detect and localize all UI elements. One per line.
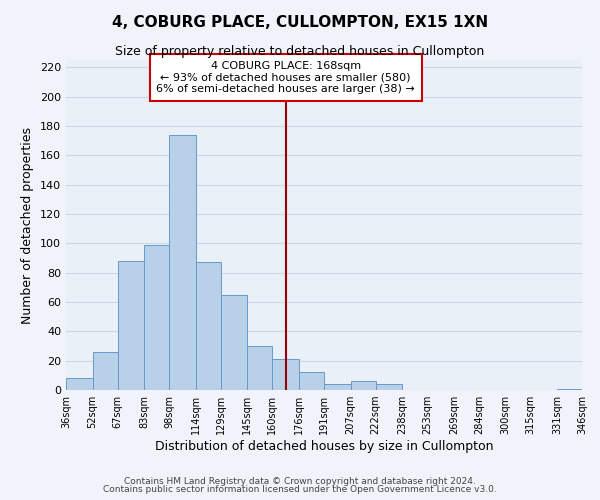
- Bar: [299, 372, 324, 390]
- Bar: [324, 384, 350, 390]
- Text: Contains public sector information licensed under the Open Government Licence v3: Contains public sector information licen…: [103, 485, 497, 494]
- Bar: [376, 384, 402, 390]
- Bar: [169, 135, 196, 390]
- Bar: [272, 359, 299, 390]
- Y-axis label: Number of detached properties: Number of detached properties: [22, 126, 34, 324]
- Bar: [221, 294, 247, 390]
- Bar: [66, 378, 92, 390]
- X-axis label: Distribution of detached houses by size in Cullompton: Distribution of detached houses by size …: [155, 440, 493, 453]
- Bar: [247, 346, 272, 390]
- Text: 4, COBURG PLACE, CULLOMPTON, EX15 1XN: 4, COBURG PLACE, CULLOMPTON, EX15 1XN: [112, 15, 488, 30]
- Bar: [350, 381, 376, 390]
- Text: Size of property relative to detached houses in Cullompton: Size of property relative to detached ho…: [115, 45, 485, 58]
- Text: 4 COBURG PLACE: 168sqm
← 93% of detached houses are smaller (580)
6% of semi-det: 4 COBURG PLACE: 168sqm ← 93% of detached…: [157, 61, 415, 94]
- Bar: [557, 388, 582, 390]
- Text: Contains HM Land Registry data © Crown copyright and database right 2024.: Contains HM Land Registry data © Crown c…: [124, 477, 476, 486]
- Bar: [196, 262, 221, 390]
- Bar: [118, 261, 144, 390]
- Bar: [92, 352, 118, 390]
- Bar: [144, 245, 169, 390]
